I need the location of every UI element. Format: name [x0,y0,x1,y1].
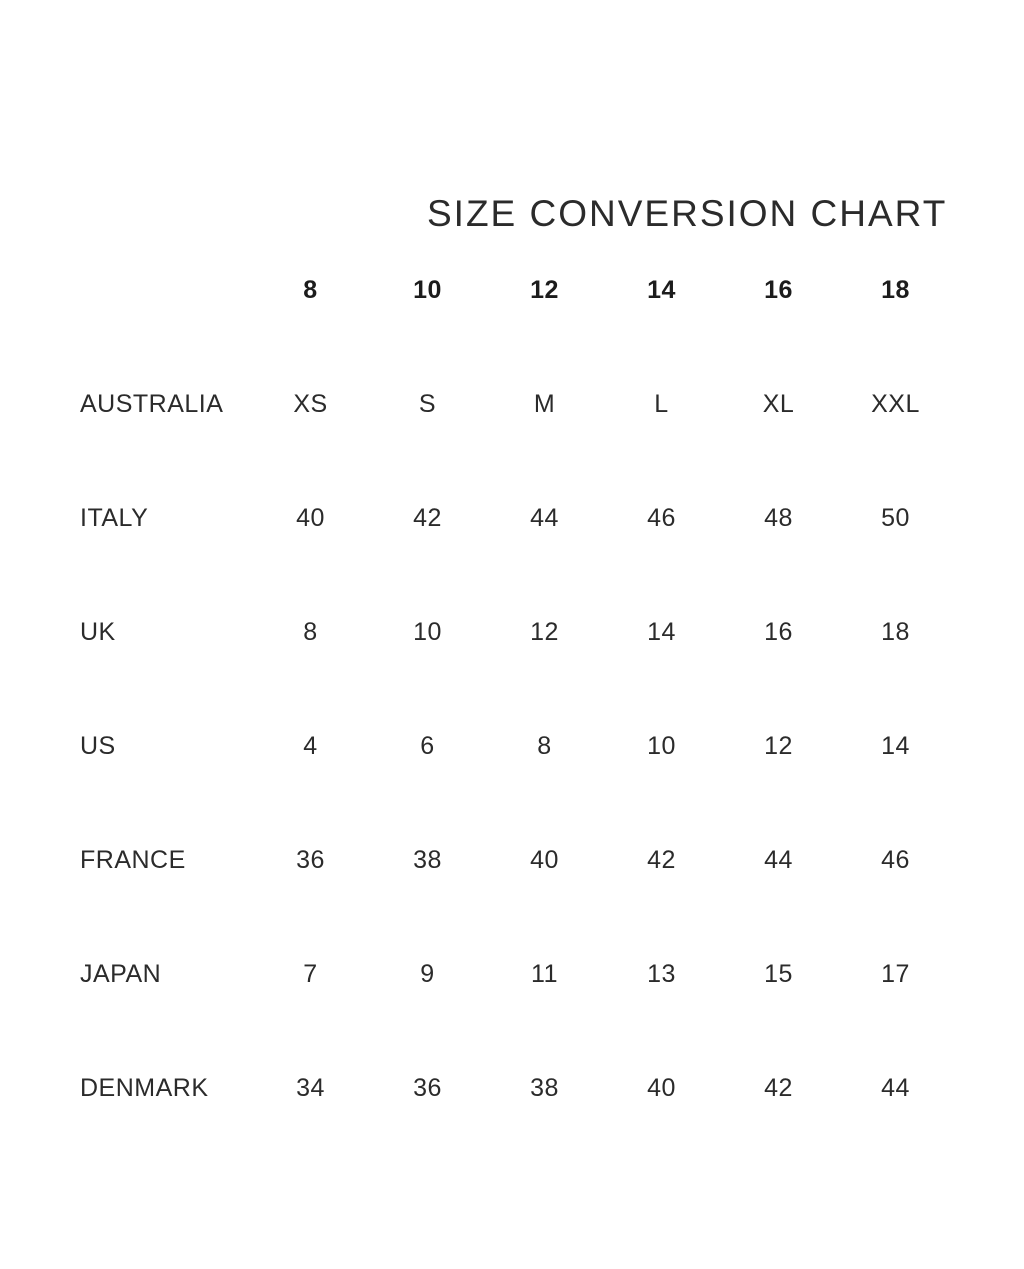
size-cell: XS [293,389,328,418]
size-cell: 8 [303,617,318,646]
header-spacer [80,233,252,347]
size-cell: 15 [764,959,793,988]
size-cell: 14 [647,617,676,646]
size-cell: 48 [764,503,793,532]
row-label-france: FRANCE [80,845,186,874]
size-cell: 13 [647,959,676,988]
column-header: 8 [303,275,318,304]
column-header: 12 [530,275,559,304]
size-cell: M [533,389,556,418]
size-cell: 8 [537,731,552,760]
size-cell: 12 [764,731,793,760]
size-cell: 34 [296,1073,325,1102]
size-cell: 9 [420,959,435,988]
size-cell: 18 [881,617,910,646]
page-title: SIZE CONVERSION CHART [427,192,948,234]
size-cell: XXL [871,389,920,418]
row-label-australia: AUSTRALIA [80,389,224,418]
size-cell: 17 [881,959,910,988]
size-cell: 4 [303,731,318,760]
size-cell: 38 [530,1073,559,1102]
size-cell: L [654,389,669,418]
size-conversion-table: 8 10 12 14 16 18 AUSTRALIA XS S M L XL X… [80,233,954,1145]
size-cell: 7 [303,959,318,988]
column-header: 16 [764,275,793,304]
size-cell: 40 [530,845,559,874]
size-cell: XL [762,389,795,418]
size-cell: 44 [764,845,793,874]
row-label-us: US [80,731,116,760]
size-cell: S [418,389,437,418]
size-cell: 46 [881,845,910,874]
size-cell: 42 [413,503,442,532]
size-cell: 14 [881,731,910,760]
column-header: 18 [881,275,910,304]
size-cell: 42 [647,845,676,874]
size-cell: 40 [296,503,325,532]
size-cell: 16 [764,617,793,646]
size-cell: 36 [296,845,325,874]
row-label-japan: JAPAN [80,959,162,988]
size-cell: 36 [413,1073,442,1102]
size-cell: 10 [413,617,442,646]
row-label-italy: ITALY [80,503,149,532]
column-header: 10 [413,275,442,304]
size-cell: 44 [530,503,559,532]
size-cell: 6 [420,731,435,760]
size-cell: 11 [531,959,558,988]
row-label-denmark: DENMARK [80,1073,209,1102]
size-cell: 50 [881,503,910,532]
size-cell: 10 [647,731,676,760]
size-cell: 46 [647,503,676,532]
column-header: 14 [647,275,676,304]
size-cell: 44 [881,1073,910,1102]
size-cell: 40 [647,1073,676,1102]
row-label-uk: UK [80,617,116,646]
size-cell: 12 [530,617,559,646]
size-cell: 38 [413,845,442,874]
size-cell: 42 [764,1073,793,1102]
